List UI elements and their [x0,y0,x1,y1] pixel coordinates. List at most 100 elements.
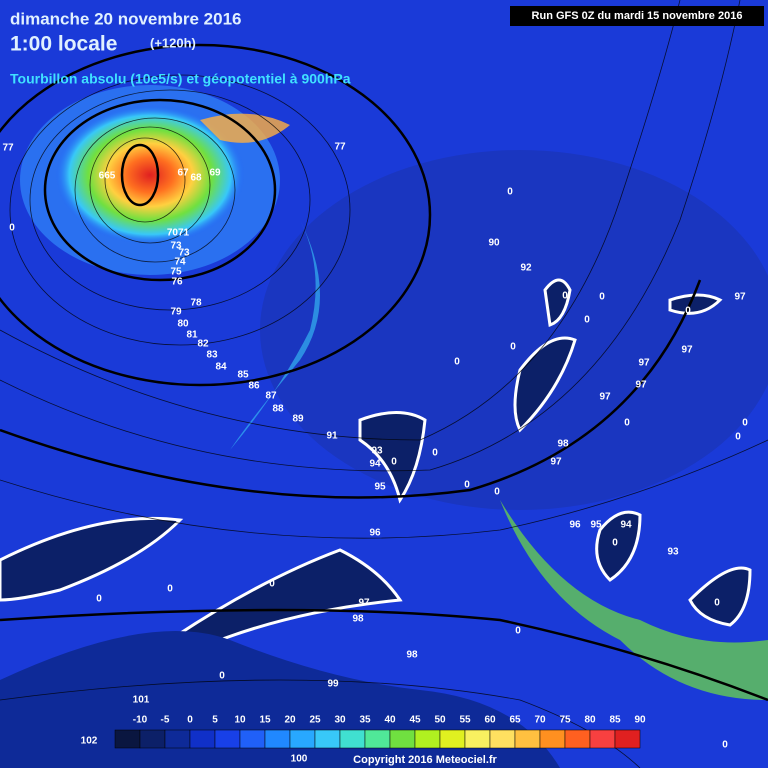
contour-label: 80 [177,319,189,330]
contour-label: 0 [584,315,590,326]
contour-label: 0 [454,357,460,368]
contour-label: 98 [557,439,569,450]
contour-label: 0 [599,292,605,303]
colorbar-label: 65 [509,715,521,726]
colorbar-label: 15 [259,715,271,726]
colorbar-swatch [614,729,641,749]
contour-label: 93 [371,446,383,457]
contour-label: 102 [81,736,98,747]
contour-label: 0 [612,538,618,549]
colorbar-label: 35 [359,715,371,726]
copyright: Copyright 2016 Meteociel.fr [353,754,497,766]
contour-label: 98 [406,650,418,661]
colorbar-swatch [589,729,616,749]
contour-label: 90 [488,238,500,249]
contour-label: 93 [667,547,679,558]
contour-label: 665 [99,171,116,182]
colorbar-label: 55 [459,715,471,726]
colorbar: -10 -5 0 5 10 15 20 25 30 35 40 45 50 55 60 65 70 75 80 85 9… [114,715,646,749]
colorbar-label: 20 [284,715,296,726]
contour-label: 88 [272,404,284,415]
colorbar-label: 75 [559,715,571,726]
contour-label: 95 [374,482,386,493]
colorbar-swatch [289,729,316,749]
colorbar-swatch [439,729,466,749]
contour-label: 69 [209,168,221,179]
contour-label: 77 [2,143,14,154]
contour-label: 94 [620,520,632,531]
colorbar-swatch [514,729,541,749]
contour-label: 77 [334,142,346,153]
colorbar-swatch [389,729,416,749]
colorbar-swatch [539,729,566,749]
contour-label: 96 [569,520,581,531]
contour-label: 0 [714,598,720,609]
contour-label: 94 [369,459,381,470]
colorbar-swatch [239,729,266,749]
colorbar-swatch [314,729,341,749]
contour-label: 73 [170,241,182,252]
contour-label: 83 [206,350,218,361]
contour-label: 0 [464,480,470,491]
colorbar-label: 5 [212,715,218,726]
colorbar-label: 60 [484,715,496,726]
colorbar-label: -5 [161,715,170,726]
colorbar-label: 0 [187,715,193,726]
contour-label: 0 [624,418,630,429]
contour-label: 68 [190,173,202,184]
contour-label: 100 [291,754,308,765]
contour-label: 0 [219,671,225,682]
colorbar-label: 25 [309,715,321,726]
contour-label: 79 [170,307,182,318]
colorbar-swatch [564,729,591,749]
colorbar-label: 45 [409,715,421,726]
colorbar-swatch [189,729,216,749]
contour-label: 0 [562,291,568,302]
contour-label: 0 [167,584,173,595]
contour-label: 95 [590,520,602,531]
contour-label: 97 [635,380,647,391]
contour-label: 97 [638,358,650,369]
contour-label: 0 [722,740,728,751]
contour-label: 97 [599,392,611,403]
colorbar-swatch [164,729,191,749]
contour-label: 99 [327,679,339,690]
colorbar-label: -10 [133,715,148,726]
contour-label: 81 [186,330,198,341]
colorbar-label: 30 [334,715,346,726]
contour-label: 76 [171,277,183,288]
contour-label: 96 [369,528,381,539]
contour-label: 97 [550,457,562,468]
contour-label: 84 [215,362,227,373]
colorbar-swatch [214,729,241,749]
contour-label: 7071 [167,228,190,239]
colorbar-swatch [264,729,291,749]
contour-label: 0 [742,418,748,429]
contour-label: 0 [685,306,691,317]
contour-label: 67 [177,168,189,179]
colorbar-swatch [464,729,491,749]
colorbar-label: 80 [584,715,596,726]
contour-label: 82 [197,339,209,350]
contour-label: 97 [681,345,693,356]
colorbar-swatch [489,729,516,749]
contour-label: 92 [520,263,532,274]
contour-label: 75 [170,267,182,278]
colorbar-swatch [339,729,366,749]
contour-label: 97 [734,292,746,303]
contour-label: 98 [352,614,364,625]
colorbar-swatch [414,729,441,749]
contour-label: 73 [178,248,190,259]
contour-label: 91 [326,431,338,442]
colorbar-swatch [139,729,166,749]
contour-label: 0 [735,432,741,443]
run-box [510,6,764,26]
contour-label: 0 [515,626,521,637]
contour-label: 0 [510,342,516,353]
contour-label: 0 [96,594,102,605]
field-title: Tourbillon absolu (10e5/s) et géopotenti… [10,71,351,87]
contour-label: 87 [265,391,277,402]
contour-label: 86 [248,381,260,392]
